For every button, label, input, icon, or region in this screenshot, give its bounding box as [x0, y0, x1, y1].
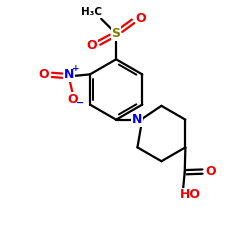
Text: O: O — [135, 12, 146, 25]
Text: −: − — [76, 98, 84, 108]
Text: O: O — [205, 165, 216, 178]
Text: O: O — [86, 39, 97, 52]
Text: S: S — [112, 27, 120, 40]
Text: N: N — [132, 113, 142, 126]
Text: H₃C: H₃C — [81, 8, 102, 18]
Text: N: N — [64, 68, 74, 81]
Text: O: O — [39, 68, 50, 81]
Text: +: + — [72, 64, 79, 73]
Text: O: O — [67, 93, 78, 106]
Text: HO: HO — [180, 188, 201, 202]
